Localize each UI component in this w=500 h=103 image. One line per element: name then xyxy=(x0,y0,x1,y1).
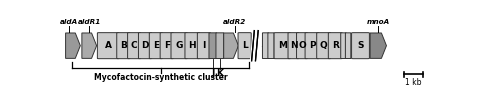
FancyBboxPatch shape xyxy=(198,33,210,59)
Text: N: N xyxy=(290,41,298,50)
Text: G: G xyxy=(176,41,183,50)
FancyBboxPatch shape xyxy=(171,33,188,59)
Text: I: I xyxy=(202,41,205,50)
Text: 1 kb: 1 kb xyxy=(405,78,421,87)
FancyBboxPatch shape xyxy=(185,33,200,59)
Text: B: B xyxy=(120,41,127,50)
FancyBboxPatch shape xyxy=(296,33,308,59)
Text: K: K xyxy=(216,69,224,78)
Polygon shape xyxy=(224,33,238,58)
Text: P: P xyxy=(308,41,316,50)
FancyBboxPatch shape xyxy=(216,33,224,59)
FancyBboxPatch shape xyxy=(98,33,119,59)
FancyBboxPatch shape xyxy=(316,33,330,59)
Text: R: R xyxy=(332,41,338,50)
FancyBboxPatch shape xyxy=(128,33,141,59)
FancyBboxPatch shape xyxy=(138,33,151,59)
FancyBboxPatch shape xyxy=(346,33,351,59)
FancyBboxPatch shape xyxy=(262,33,268,59)
Text: M: M xyxy=(278,41,286,50)
Text: O: O xyxy=(298,41,306,50)
Text: H: H xyxy=(188,41,196,50)
Text: aldR1: aldR1 xyxy=(78,19,101,25)
FancyBboxPatch shape xyxy=(268,33,274,59)
Text: mnoA: mnoA xyxy=(366,19,390,25)
Text: C: C xyxy=(131,41,138,50)
Text: L: L xyxy=(242,41,248,50)
Text: aldA: aldA xyxy=(60,19,78,25)
FancyBboxPatch shape xyxy=(328,33,342,59)
Text: Q: Q xyxy=(320,41,328,50)
Text: E: E xyxy=(153,41,159,50)
Polygon shape xyxy=(66,33,80,58)
FancyBboxPatch shape xyxy=(352,33,370,59)
FancyBboxPatch shape xyxy=(274,33,290,59)
Polygon shape xyxy=(82,33,96,58)
Text: A: A xyxy=(104,41,112,50)
FancyBboxPatch shape xyxy=(305,33,319,59)
Text: Mycofactocin-synthetic cluster: Mycofactocin-synthetic cluster xyxy=(94,73,228,82)
Text: J: J xyxy=(211,69,214,78)
Text: S: S xyxy=(357,41,364,50)
FancyBboxPatch shape xyxy=(209,33,216,59)
Text: F: F xyxy=(164,41,170,50)
FancyBboxPatch shape xyxy=(340,33,346,59)
FancyBboxPatch shape xyxy=(160,33,173,59)
FancyBboxPatch shape xyxy=(238,33,251,59)
Text: D: D xyxy=(142,41,149,50)
Text: aldR2: aldR2 xyxy=(224,19,246,25)
FancyBboxPatch shape xyxy=(288,33,299,59)
FancyBboxPatch shape xyxy=(117,33,130,59)
FancyBboxPatch shape xyxy=(150,33,162,59)
Polygon shape xyxy=(370,33,386,58)
